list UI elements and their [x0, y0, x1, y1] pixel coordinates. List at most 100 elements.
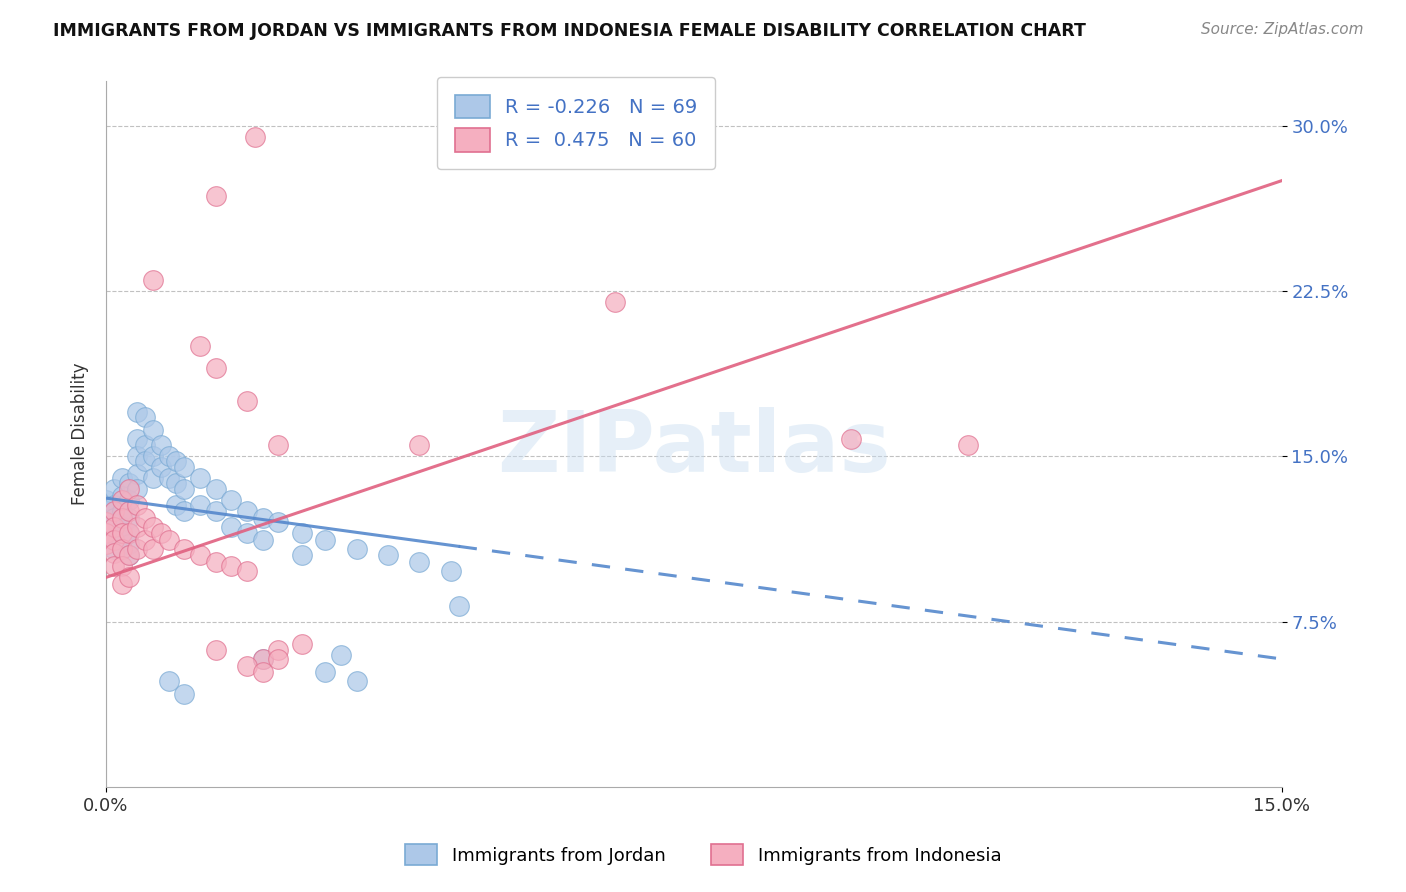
Point: [188, 471, 211, 485]
Point: [134, 511, 156, 525]
Point: [149, 438, 172, 452]
Point: [252, 533, 274, 547]
Point: [103, 541, 125, 556]
Point: [110, 511, 132, 525]
Text: Source: ZipAtlas.com: Source: ZipAtlas.com: [1201, 22, 1364, 37]
Point: [127, 449, 149, 463]
Point: [236, 526, 259, 541]
Point: [118, 549, 141, 563]
Point: [204, 555, 226, 569]
Point: [118, 493, 141, 508]
Point: [142, 423, 165, 437]
Point: [957, 438, 980, 452]
Point: [110, 489, 132, 503]
Point: [267, 516, 290, 530]
Point: [110, 533, 132, 547]
Point: [188, 549, 211, 563]
Point: [142, 273, 165, 287]
Point: [94, 526, 117, 541]
Point: [447, 599, 470, 613]
Point: [166, 453, 188, 467]
Point: [267, 438, 290, 452]
Point: [103, 531, 125, 545]
Point: [118, 570, 141, 584]
Legend: R = -0.226   N = 69, R =  0.475   N = 60: R = -0.226 N = 69, R = 0.475 N = 60: [437, 77, 716, 169]
Point: [267, 652, 290, 666]
Point: [157, 471, 180, 485]
Point: [127, 467, 149, 481]
Point: [103, 498, 125, 512]
Point: [118, 482, 141, 496]
Point: [127, 432, 149, 446]
Point: [110, 541, 132, 556]
Point: [330, 648, 353, 662]
Point: [142, 541, 165, 556]
Point: [166, 475, 188, 490]
Point: [103, 533, 125, 547]
Point: [103, 520, 125, 534]
Point: [142, 471, 165, 485]
Point: [134, 533, 156, 547]
Point: [408, 555, 430, 569]
Legend: Immigrants from Jordan, Immigrants from Indonesia: Immigrants from Jordan, Immigrants from …: [398, 837, 1008, 872]
Point: [110, 471, 132, 485]
Point: [94, 526, 117, 541]
Point: [605, 294, 627, 309]
Point: [134, 438, 156, 452]
Point: [236, 564, 259, 578]
Point: [127, 482, 149, 496]
Point: [118, 537, 141, 551]
Point: [103, 546, 125, 560]
Point: [236, 394, 259, 409]
Point: [221, 520, 243, 534]
Point: [173, 460, 195, 475]
Point: [142, 449, 165, 463]
Text: IMMIGRANTS FROM JORDAN VS IMMIGRANTS FROM INDONESIA FEMALE DISABILITY CORRELATIO: IMMIGRANTS FROM JORDAN VS IMMIGRANTS FRO…: [53, 22, 1087, 40]
Point: [188, 339, 211, 353]
Point: [157, 449, 180, 463]
Point: [110, 520, 132, 534]
Point: [94, 537, 117, 551]
Point: [149, 460, 172, 475]
Point: [157, 673, 180, 688]
Point: [103, 511, 125, 525]
Point: [267, 643, 290, 657]
Point: [204, 361, 226, 376]
Point: [252, 652, 274, 666]
Point: [204, 504, 226, 518]
Point: [377, 549, 399, 563]
Point: [173, 482, 195, 496]
Point: [314, 665, 336, 680]
Point: [110, 541, 132, 556]
Point: [118, 504, 141, 518]
Point: [291, 549, 314, 563]
Point: [346, 673, 368, 688]
Point: [221, 559, 243, 574]
Point: [173, 504, 195, 518]
Point: [134, 453, 156, 467]
Point: [440, 564, 463, 578]
Point: [252, 511, 274, 525]
Point: [94, 493, 117, 508]
Point: [127, 541, 149, 556]
Point: [204, 482, 226, 496]
Point: [127, 405, 149, 419]
Point: [236, 658, 259, 673]
Point: [118, 511, 141, 525]
Point: [118, 526, 141, 541]
Point: [110, 526, 132, 541]
Point: [103, 504, 125, 518]
Y-axis label: Female Disability: Female Disability: [72, 363, 89, 506]
Point: [94, 516, 117, 530]
Point: [166, 498, 188, 512]
Point: [142, 520, 165, 534]
Point: [204, 643, 226, 657]
Point: [157, 533, 180, 547]
Point: [839, 432, 862, 446]
Point: [221, 493, 243, 508]
Point: [103, 482, 125, 496]
Point: [118, 475, 141, 490]
Point: [110, 504, 132, 518]
Point: [134, 409, 156, 424]
Point: [291, 636, 314, 650]
